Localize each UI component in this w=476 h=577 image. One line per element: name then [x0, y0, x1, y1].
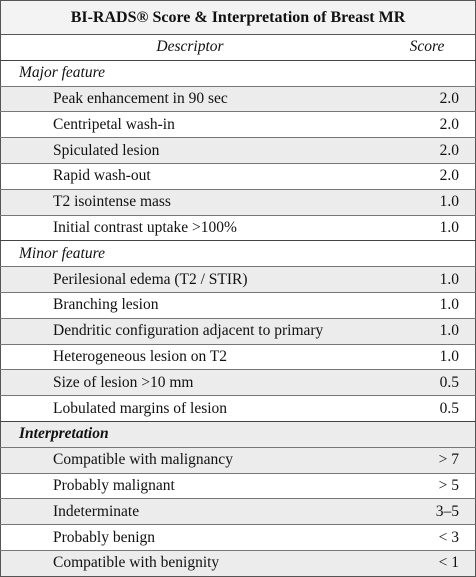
data-row: Perilesional edema (T2 / STIR) 1.0 [0, 266, 476, 293]
data-row: Compatible with benignity < 1 [0, 549, 476, 577]
data-row: Size of lesion >10 mm 0.5 [0, 369, 476, 396]
descriptor: Lobulated margins of lesion [0, 395, 379, 422]
score: > 7 [379, 446, 476, 474]
score: 1.0 [379, 317, 476, 345]
score: 0.5 [379, 395, 476, 422]
data-row: Initial contrast uptake >100% 1.0 [0, 214, 476, 241]
score: > 5 [379, 472, 476, 499]
data-row: Spiculated lesion 2.0 [0, 137, 476, 164]
score: 1.0 [379, 188, 476, 216]
data-row: Compatible with malignancy > 7 [0, 446, 476, 474]
section-row: Interpretation [0, 420, 476, 448]
descriptor: Probably benign [0, 524, 379, 551]
data-row: Probably malignant > 5 [0, 472, 476, 499]
data-row: Lobulated margins of lesion 0.5 [0, 395, 476, 422]
descriptor: Initial contrast uptake >100% [0, 214, 379, 241]
data-row: Centripetal wash-in 2.0 [0, 111, 476, 138]
score: 1.0 [379, 291, 476, 319]
header-cell: Score [379, 34, 476, 61]
descriptor: Centripetal wash-in [0, 111, 379, 138]
descriptor: Heterogeneous lesion on T2 [0, 343, 379, 370]
score: 2.0 [379, 162, 476, 190]
descriptor: Size of lesion >10 mm [0, 369, 379, 396]
title-row: BI-RADS® Score & Interpretation of Breas… [0, 0, 476, 35]
table-title: BI-RADS® Score & Interpretation of Breas… [0, 0, 476, 35]
descriptor: Dendritic configuration adjacent to prim… [0, 317, 379, 345]
descriptor: Rapid wash-out [0, 162, 379, 190]
score: < 3 [379, 524, 476, 551]
header-cell: Descriptor [0, 34, 379, 61]
score: 2.0 [379, 137, 476, 164]
section-label: Major feature [0, 59, 476, 87]
section-label: Minor feature [0, 240, 476, 267]
descriptor: Perilesional edema (T2 / STIR) [0, 266, 379, 293]
data-row: Branching lesion 1.0 [0, 291, 476, 319]
descriptor: T2 isointense mass [0, 188, 379, 216]
score: 1.0 [379, 214, 476, 241]
score: 1.0 [379, 343, 476, 370]
data-row: Indeterminate 3–5 [0, 498, 476, 525]
data-row: Peak enhancement in 90 sec 2.0 [0, 85, 476, 112]
data-row: Rapid wash-out 2.0 [0, 162, 476, 190]
section-row: Minor feature [0, 240, 476, 267]
descriptor: Peak enhancement in 90 sec [0, 85, 379, 112]
data-row: Dendritic configuration adjacent to prim… [0, 317, 476, 345]
score: 0.5 [379, 369, 476, 396]
descriptor: Spiculated lesion [0, 137, 379, 164]
descriptor: Compatible with malignancy [0, 446, 379, 474]
descriptor: Probably malignant [0, 472, 379, 499]
descriptor: Branching lesion [0, 291, 379, 319]
data-row: Probably benign < 3 [0, 524, 476, 551]
descriptor: Indeterminate [0, 498, 379, 525]
score: 3–5 [379, 498, 476, 525]
header-row: Descriptor Score [0, 34, 476, 61]
score: 2.0 [379, 111, 476, 138]
score: < 1 [379, 549, 476, 577]
descriptor: Compatible with benignity [0, 549, 379, 577]
data-row: T2 isointense mass 1.0 [0, 188, 476, 216]
section-row: Major feature [0, 59, 476, 87]
data-row: Heterogeneous lesion on T2 1.0 [0, 343, 476, 370]
score: 1.0 [379, 266, 476, 293]
section-label: Interpretation [0, 420, 476, 448]
score: 2.0 [379, 85, 476, 112]
